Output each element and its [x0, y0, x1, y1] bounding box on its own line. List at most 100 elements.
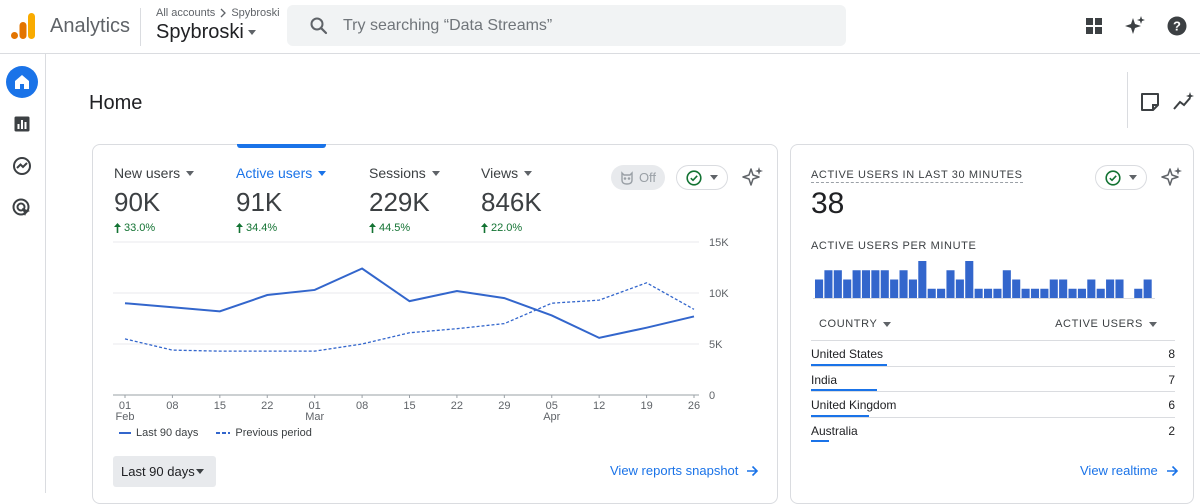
realtime-value: 38 [811, 187, 845, 220]
minute-bar[interactable] [1106, 279, 1115, 299]
minute-bar[interactable] [1143, 279, 1152, 299]
series-line-previous[interactable] [124, 282, 695, 352]
table-row[interactable]: India 7 [811, 365, 1175, 391]
metric-views[interactable]: Views 846K 22.0% [481, 165, 542, 234]
date-range-dropdown[interactable]: Last 90 days [113, 456, 216, 487]
data-quality-button[interactable] [676, 165, 728, 190]
minute-bar[interactable] [815, 279, 824, 299]
data-quality-button[interactable] [1095, 165, 1147, 190]
minute-bar[interactable] [1012, 279, 1021, 299]
minute-bar[interactable] [946, 270, 955, 298]
minute-bar[interactable] [918, 261, 927, 298]
insights-trend-icon[interactable] [1173, 91, 1195, 113]
arrow-up-icon [114, 223, 121, 233]
minute-bar[interactable] [890, 279, 899, 299]
series-line-current[interactable] [124, 267, 695, 339]
minute-bar[interactable] [1040, 288, 1049, 298]
caret-down-icon[interactable] [318, 170, 327, 176]
column-header-country[interactable]: COUNTRY [819, 318, 892, 330]
minute-bar[interactable] [833, 270, 842, 298]
minute-bar[interactable] [984, 288, 993, 298]
compare-toggle[interactable]: Off [611, 165, 665, 190]
minute-bar[interactable] [1115, 279, 1124, 299]
compare-toggle-label: Off [638, 170, 657, 185]
minute-bar[interactable] [965, 261, 974, 298]
caret-down-icon[interactable] [186, 170, 195, 176]
breadcrumb-account[interactable]: All accounts [156, 7, 216, 19]
y-tick-label: 5K [709, 339, 723, 351]
breadcrumb-property[interactable]: Spybroski [231, 7, 280, 19]
minute-bar[interactable] [899, 270, 908, 298]
apps-grid-icon[interactable] [1083, 15, 1105, 37]
page-title: Home [89, 92, 143, 114]
insights-sparkle-icon[interactable] [742, 166, 764, 188]
metric-sessions[interactable]: Sessions 229K 44.5% [369, 165, 440, 234]
explore-icon [13, 157, 31, 175]
minute-bar[interactable] [908, 279, 917, 299]
chart-legend: Last 90 days Previous period [119, 427, 312, 439]
caret-down-icon [883, 321, 892, 327]
metric-active-users[interactable]: Active users 91K 34.4% [236, 165, 327, 234]
minute-bar[interactable] [1030, 288, 1040, 298]
help-icon[interactable]: ? [1166, 15, 1188, 37]
country-count: 7 [1168, 372, 1175, 387]
minute-bar[interactable] [927, 288, 936, 298]
table-row[interactable]: United Kingdom 6 [811, 391, 1175, 417]
minute-bar[interactable] [1068, 288, 1077, 298]
nav-home[interactable] [6, 66, 38, 98]
minute-bar[interactable] [1096, 288, 1105, 298]
caret-down-icon [196, 469, 204, 474]
arrow-right-icon [1166, 465, 1178, 476]
country-name: Australia [811, 423, 858, 438]
minute-bar[interactable] [880, 270, 889, 298]
minute-bar[interactable] [824, 270, 833, 298]
notes-icon[interactable] [1139, 91, 1161, 113]
minute-bar[interactable] [871, 270, 880, 298]
nav-reports[interactable] [6, 108, 38, 140]
share-bar [811, 389, 877, 391]
minute-bar[interactable] [852, 270, 861, 298]
minute-bar[interactable] [974, 288, 983, 298]
minute-bar[interactable] [937, 288, 946, 298]
minute-bar[interactable] [843, 279, 852, 299]
per-minute-bar-chart [813, 261, 1155, 299]
minute-bar[interactable] [1049, 279, 1058, 299]
insights-sparkle-icon[interactable] [1124, 15, 1146, 37]
view-realtime-link[interactable]: View realtime [1080, 463, 1179, 478]
minute-bar[interactable] [1002, 270, 1011, 298]
search-input[interactable] [343, 16, 803, 35]
nav-explore[interactable] [6, 150, 38, 182]
dashed-line-swatch [216, 432, 231, 434]
metric-new-users[interactable]: New users 90K 33.0% [114, 165, 195, 234]
minute-bar[interactable] [1077, 288, 1086, 298]
caret-down-icon [1129, 175, 1137, 180]
analytics-logo-icon[interactable] [10, 12, 36, 40]
metric-value: 90K [114, 187, 161, 217]
minute-bar[interactable] [955, 279, 964, 299]
minute-bar[interactable] [1087, 279, 1096, 299]
insights-sparkle-icon[interactable] [1161, 166, 1183, 188]
caret-down-icon[interactable] [431, 170, 440, 176]
minute-bar[interactable] [1021, 288, 1030, 298]
search-bar[interactable] [287, 5, 846, 46]
nav-advertising[interactable] [6, 192, 38, 224]
realtime-title[interactable]: ACTIVE USERS IN LAST 30 MINUTES [811, 169, 1023, 183]
caret-down-icon[interactable] [524, 170, 533, 176]
property-name: Spybroski [156, 21, 244, 43]
x-tick-label: 01 [309, 400, 321, 412]
owl-icon [621, 170, 633, 185]
column-header-active-users[interactable]: ACTIVE USERS [1055, 318, 1157, 330]
minute-bar[interactable] [1059, 279, 1068, 299]
table-row[interactable]: Australia 2 [811, 416, 1175, 442]
advertising-icon [12, 198, 30, 216]
view-reports-snapshot-link[interactable]: View reports snapshot [610, 463, 759, 478]
breadcrumb[interactable]: All accounts Spybroski [156, 7, 280, 19]
search-icon [310, 17, 328, 34]
property-selector[interactable]: Spybroski [156, 21, 256, 44]
minute-bar[interactable] [1134, 288, 1143, 298]
minute-bar[interactable] [993, 288, 1002, 298]
caret-down-icon [1149, 321, 1157, 327]
x-tick-label: 12 [593, 400, 605, 412]
table-row[interactable]: United States 8 [811, 340, 1175, 366]
minute-bar[interactable] [861, 270, 871, 298]
